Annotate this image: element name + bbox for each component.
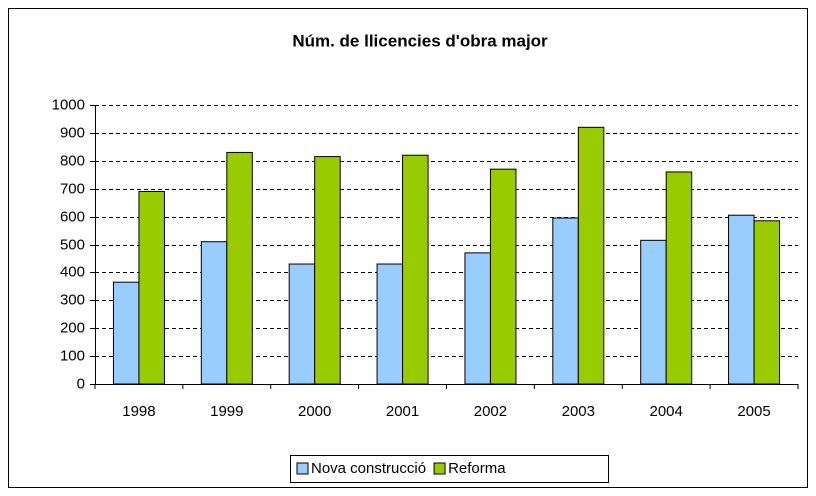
y-tick-label: 1000 [52,96,85,113]
legend-label: Nova construcció [311,460,426,477]
bar [112,281,140,385]
bar [464,252,491,385]
y-tick-label: 500 [60,236,85,253]
x-tick-label: 2003 [562,403,595,420]
y-tick-label: 300 [60,291,85,308]
bar [376,263,404,385]
bar [489,168,517,385]
y-tick-label: 600 [60,208,85,225]
x-tick-label: 2005 [737,403,770,420]
y-tick-label: 900 [60,124,85,141]
y-tick-label: 800 [60,152,85,169]
bar [314,156,341,385]
bar [640,239,667,385]
y-tick-label: 0 [77,375,85,392]
y-tick-label: 100 [60,347,85,364]
legend-swatch [433,462,446,475]
bar [138,190,165,385]
bar [200,241,228,385]
bar [402,154,429,385]
y-tick-label: 400 [60,263,85,280]
x-tick-label: 2001 [386,403,419,420]
y-tick-label: 200 [60,319,85,336]
bar [665,171,693,385]
x-tick-label: 2000 [298,403,331,420]
bar [288,263,316,385]
y-tick-label: 700 [60,180,85,197]
bar [753,220,781,385]
bar [226,151,253,385]
x-tick-label: 2002 [474,403,507,420]
bar [552,217,579,385]
legend-label: Reforma [448,460,506,477]
bar [577,126,605,385]
legend-box [290,455,609,483]
bar [728,214,755,385]
x-tick-label: 1998 [122,403,155,420]
chart-title: Núm. de llicencies d'obra major [292,31,548,50]
x-tick-label: 2004 [650,403,683,420]
legend-swatch [296,462,309,475]
x-tick-label: 1999 [210,403,243,420]
